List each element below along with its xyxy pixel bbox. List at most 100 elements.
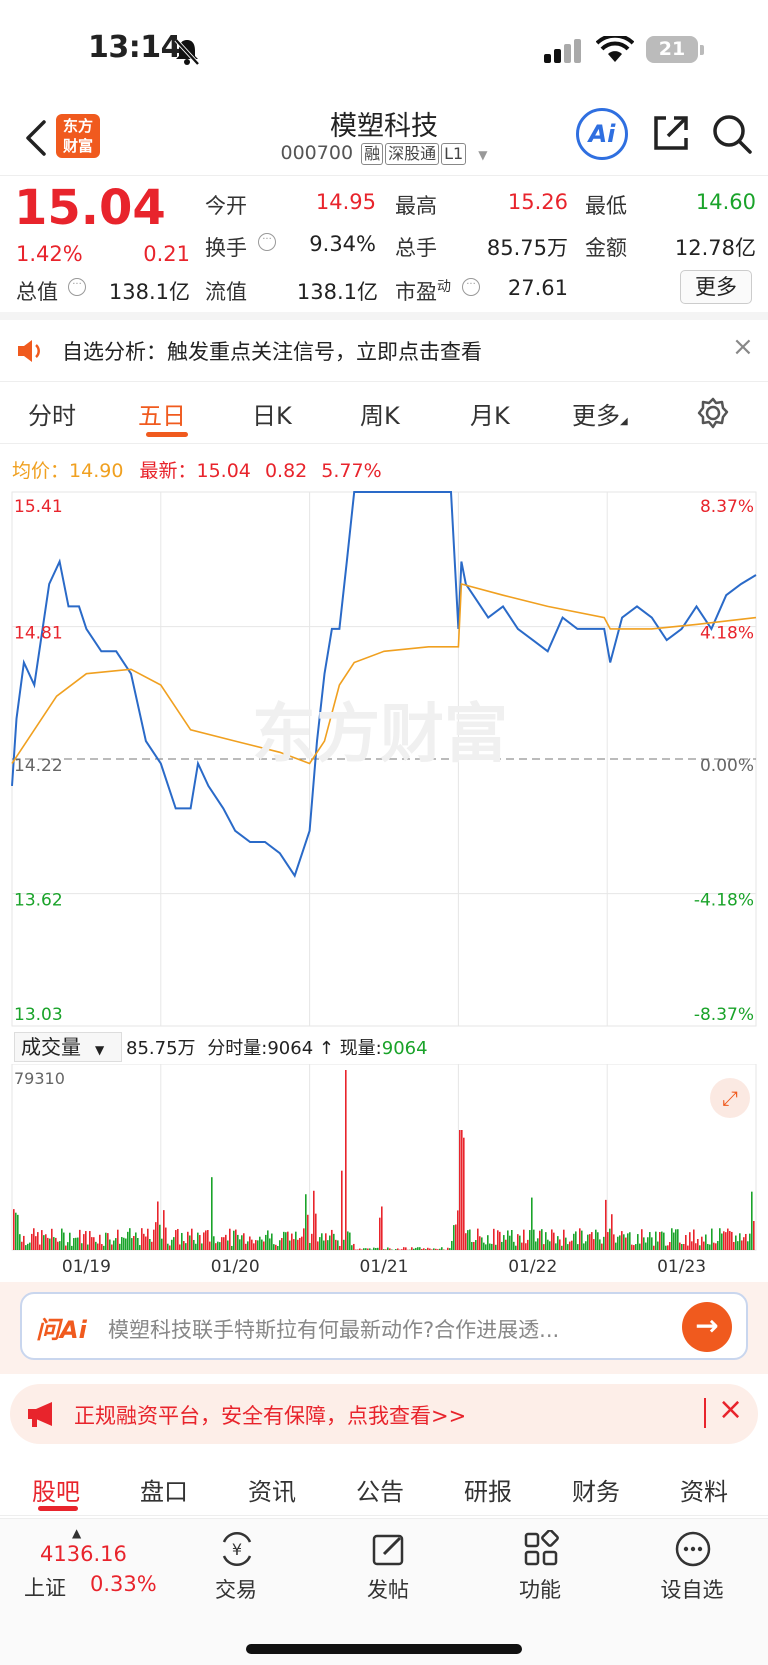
- more-dots-icon: [675, 1531, 711, 1567]
- y-left-tick-label: 13.62: [14, 891, 63, 911]
- share-icon[interactable]: [650, 112, 692, 154]
- close-icon[interactable]: ×: [732, 332, 754, 362]
- info-icon[interactable]: ···: [258, 233, 276, 251]
- arrow-right-icon[interactable]: →: [682, 1302, 732, 1352]
- volume-bars: [13, 1070, 755, 1250]
- volume-selector[interactable]: 成交量 ▼: [14, 1032, 122, 1062]
- float-value: 138.1亿: [296, 280, 378, 304]
- tab-daily-k[interactable]: 日K: [252, 402, 292, 430]
- tab-five-day[interactable]: 五日: [138, 402, 186, 430]
- bell-muted-icon: [174, 38, 200, 66]
- volume-chart[interactable]: 79310 01/19 01/20 01/21 01/22 01/23: [0, 1064, 768, 1280]
- settings-gear-icon[interactable]: [696, 396, 730, 430]
- y-right-tick-label: 0.00%: [700, 756, 754, 776]
- last-price: 15.04: [14, 180, 166, 236]
- bottom-nav: [0, 1518, 768, 1665]
- ai-brand: 问Ai: [36, 1316, 87, 1344]
- amount-label: 金额: [585, 236, 627, 260]
- x-tick-label: 01/23: [657, 1257, 706, 1277]
- price-chart[interactable]: 15.41 8.37% 14.81 4.18% 14.22 0.00% 13.62 -4.18…: [0, 486, 768, 1030]
- y-left-tick-label: 14.81: [14, 624, 63, 644]
- watermark: 东方财富: [252, 698, 508, 772]
- wifi-icon: [596, 36, 634, 62]
- y-left-tick-label: 15.41: [14, 497, 63, 517]
- volume-info: 85.75万 分时量:9064 ↑ 现量:9064: [126, 1038, 428, 1059]
- change-amount: 0.21: [143, 242, 190, 266]
- ad-bar[interactable]: 正规融资平台，安全有保障，点我查看>> ×: [10, 1384, 758, 1444]
- svg-text:¥: ¥: [232, 1540, 242, 1559]
- x-tick-label: 01/22: [508, 1257, 557, 1277]
- volume-max-label: 79310: [14, 1069, 65, 1088]
- high-label: 最高: [395, 194, 437, 218]
- volume-label: 总手: [395, 236, 437, 260]
- tab-guba[interactable]: 股吧: [32, 1478, 80, 1506]
- app-logo: 东方 财富: [56, 114, 100, 158]
- tab-weekly-k[interactable]: 周K: [360, 402, 400, 430]
- ad-close-icon[interactable]: ×: [718, 1392, 744, 1427]
- pe-value: 27.61: [507, 276, 568, 300]
- ai-question-text: 模塑科技联手特斯拉有何最新动作?合作进展透...: [108, 1318, 560, 1342]
- index-name: 上证: [24, 1576, 66, 1600]
- tab-profile[interactable]: 资料: [680, 1478, 728, 1506]
- ai-question-bar[interactable]: 问Ai 模塑科技联手特斯拉有何最新动作?合作进展透... →: [20, 1292, 748, 1360]
- tab-pankou[interactable]: 盘口: [140, 1478, 188, 1506]
- volume-value: 85.75万: [486, 236, 568, 260]
- nav-add-watchlist[interactable]: 设自选: [642, 1530, 742, 1610]
- stock-name: 模塑科技: [330, 111, 438, 142]
- index-change: 0.33%: [90, 1572, 157, 1596]
- grid-apps-icon: [524, 1530, 559, 1566]
- tab-monthly-k[interactable]: 月K: [470, 402, 510, 430]
- tab-finance[interactable]: 财务: [572, 1478, 620, 1506]
- x-tick-label: 01/20: [211, 1257, 260, 1277]
- volume-frame: [11, 1064, 757, 1251]
- y-left-tick-label: 13.03: [14, 1005, 63, 1025]
- expand-icon[interactable]: ⤢: [710, 1078, 750, 1118]
- ad-text: 正规融资平台，安全有保障，点我查看>>: [74, 1404, 467, 1428]
- stock-code-line[interactable]: 000700 融深股通 L1 ▼: [0, 142, 768, 165]
- turnover-value: 9.34%: [309, 232, 376, 256]
- price-line: [11, 491, 757, 878]
- back-icon[interactable]: [20, 118, 50, 158]
- chart-tab-bar: [0, 382, 768, 444]
- megaphone-icon: [28, 1402, 52, 1427]
- notice-bar[interactable]: 自选分析：触发重点关注信号，立即点击查看 ×: [0, 320, 768, 382]
- tab-more[interactable]: 更多◢: [572, 402, 628, 430]
- speaker-icon: [18, 340, 40, 362]
- nav-trade[interactable]: ¥ 交易: [186, 1530, 286, 1610]
- info-icon[interactable]: ···: [462, 278, 480, 296]
- info-icon[interactable]: ···: [68, 278, 86, 296]
- tab-intraday[interactable]: 分时: [28, 402, 76, 430]
- chart-legend: 均价：14.90 最新：15.04 0.82 5.77%: [12, 460, 382, 482]
- low-label: 最低: [585, 194, 627, 218]
- home-indicator: [246, 1644, 522, 1654]
- y-right-tick-label: 8.37%: [700, 497, 754, 517]
- tag-margin: 融: [361, 143, 384, 165]
- index-value: 4136.16: [40, 1542, 127, 1566]
- pe-label: 市盈动: [395, 279, 451, 304]
- signal-icon: [544, 39, 581, 63]
- change-percent: 1.42%: [16, 242, 83, 266]
- tab-underline: [38, 1506, 78, 1511]
- tab-underline: [146, 432, 188, 437]
- index-widget[interactable]: ▲ 4136.16 上证 0.33%: [20, 1526, 160, 1606]
- ai-button[interactable]: Ai: [576, 108, 628, 160]
- y-right-tick-label: -4.18%: [694, 891, 754, 911]
- dropdown-icon: ▼: [478, 148, 488, 162]
- more-button[interactable]: 更多: [680, 270, 752, 304]
- x-tick-label: 01/19: [62, 1257, 111, 1277]
- avg-price-line: [11, 582, 757, 765]
- search-icon[interactable]: [710, 112, 754, 156]
- notice-text: 自选分析：触发重点关注信号，立即点击查看: [62, 340, 482, 364]
- high-value: 15.26: [507, 190, 568, 214]
- tab-announcements[interactable]: 公告: [356, 1478, 404, 1506]
- mktcap-label: 总值: [16, 280, 58, 304]
- nav-functions[interactable]: 功能: [490, 1530, 590, 1610]
- info-tab-bar: [0, 1454, 768, 1516]
- open-value: 14.95: [315, 190, 376, 214]
- x-tick-label: 01/21: [360, 1257, 409, 1277]
- tab-news[interactable]: 资讯: [248, 1478, 296, 1506]
- nav-post[interactable]: 发帖: [338, 1530, 438, 1610]
- tab-research[interactable]: 研报: [464, 1478, 512, 1506]
- edit-icon: [372, 1534, 404, 1566]
- caret-up-icon: ▲: [72, 1526, 82, 1540]
